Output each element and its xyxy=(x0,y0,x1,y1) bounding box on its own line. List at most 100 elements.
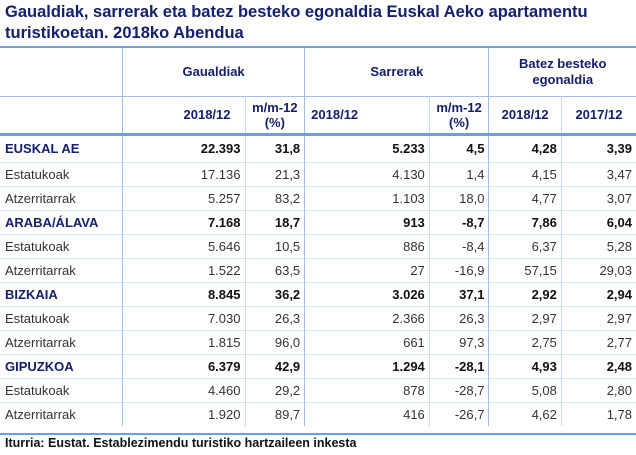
row-label: Estatukoak xyxy=(0,233,123,258)
cell-value: -8,7 xyxy=(428,209,489,234)
cell-value: 3.026 xyxy=(304,281,430,306)
cell-value: 63,5 xyxy=(244,257,305,282)
cell-value: 878 xyxy=(304,377,430,402)
row-label: GIPUZKOA xyxy=(0,353,123,378)
header-blank-sub xyxy=(0,96,123,134)
cell-value: 4,77 xyxy=(488,185,562,210)
region-row: EUSKAL AE 22.393 31,8 5.233 4,5 4,28 3,39 xyxy=(0,134,636,162)
cell-value: 1.815 xyxy=(122,329,245,354)
bottom-rule xyxy=(0,433,636,435)
cell-value: 6,04 xyxy=(560,209,636,234)
row-label: Atzerritarrak xyxy=(0,185,123,210)
row-label: ARABA/ÁLAVA xyxy=(0,209,123,234)
cell-value: 26,3 xyxy=(428,305,489,330)
cell-value: 7.168 xyxy=(122,209,245,234)
subgroup-row: Estatukoak 17.136 21,3 4.130 1,4 4,15 3,47 xyxy=(0,161,636,186)
cell-value: 4.130 xyxy=(304,161,430,186)
cell-value: 6,37 xyxy=(488,233,562,258)
row-label: Atzerritarrak xyxy=(0,329,123,354)
cell-value: 5,08 xyxy=(488,377,562,402)
header-sub-egonaldia-2017: 2017/12 xyxy=(560,96,636,134)
cell-value: 6.379 xyxy=(122,353,245,378)
cell-value: 96,0 xyxy=(244,329,305,354)
cell-value: 4,5 xyxy=(428,134,489,162)
region-row: GIPUZKOA 6.379 42,9 1.294 -28,1 4,93 2,48 xyxy=(0,353,636,378)
cell-value: 17.136 xyxy=(122,161,245,186)
source-note: Iturria: Eustat. Establezimendu turistik… xyxy=(5,436,357,450)
subgroup-row: Estatukoak 7.030 26,3 2.366 26,3 2,97 2,97 xyxy=(0,305,636,330)
header-sub-gaualdiak-mm12: m/m-12 (%) xyxy=(244,96,305,134)
cell-value: -16,9 xyxy=(428,257,489,282)
cell-value: 37,1 xyxy=(428,281,489,306)
cell-value: 2,94 xyxy=(560,281,636,306)
cell-value: 21,3 xyxy=(244,161,305,186)
cell-value: 886 xyxy=(304,233,430,258)
cell-value: 5,28 xyxy=(560,233,636,258)
cell-value: 661 xyxy=(304,329,430,354)
header-sub-sarrerak-2018: 2018/12 xyxy=(304,96,430,134)
region-row: ARABA/ÁLAVA 7.168 18,7 913 -8,7 7,86 6,04 xyxy=(0,209,636,234)
cell-value: 4,15 xyxy=(488,161,562,186)
cell-value: 2,97 xyxy=(488,305,562,330)
subgroup-row: Atzerritarrak 1.815 96,0 661 97,3 2,75 2,77 xyxy=(0,329,636,354)
cell-value: 4,93 xyxy=(488,353,562,378)
cell-value: 1.920 xyxy=(122,401,245,426)
cell-value: 29,03 xyxy=(560,257,636,282)
cell-value: 27 xyxy=(304,257,430,282)
cell-value: 7,86 xyxy=(488,209,562,234)
table-title: Gaualdiak, sarrerak eta batez besteko eg… xyxy=(5,3,588,42)
cell-value: 36,2 xyxy=(244,281,305,306)
subgroup-row: Estatukoak 5.646 10,5 886 -8,4 6,37 5,28 xyxy=(0,233,636,258)
header-sub-sarrerak-mm12: m/m-12 (%) xyxy=(428,96,489,134)
row-label: Estatukoak xyxy=(0,377,123,402)
subgroup-row: Estatukoak 4.460 29,2 878 -28,7 5,08 2,80 xyxy=(0,377,636,402)
cell-value: -28,1 xyxy=(428,353,489,378)
cell-value: 2,48 xyxy=(560,353,636,378)
header-egonaldia: Batez besteko egonaldia xyxy=(488,46,636,96)
cell-value: 97,3 xyxy=(428,329,489,354)
cell-value: 89,7 xyxy=(244,401,305,426)
cell-value: 26,3 xyxy=(244,305,305,330)
row-label: Estatukoak xyxy=(0,161,123,186)
cell-value: 1,78 xyxy=(560,401,636,426)
cell-value: 2,97 xyxy=(560,305,636,330)
cell-value: 57,15 xyxy=(488,257,562,282)
cell-value: 18,0 xyxy=(428,185,489,210)
cell-value: 1.522 xyxy=(122,257,245,282)
cell-value: 5.233 xyxy=(304,134,430,162)
cell-value: 3,39 xyxy=(560,134,636,162)
cell-value: 2,80 xyxy=(560,377,636,402)
header-sarrerak: Sarrerak xyxy=(304,46,489,96)
cell-value: 29,2 xyxy=(244,377,305,402)
table-body: EUSKAL AE 22.393 31,8 5.233 4,5 4,28 3,39 Estat… xyxy=(0,134,636,426)
cell-value: 1.294 xyxy=(304,353,430,378)
statistics-table: Gaualdiak Sarrerak Batez besteko egonald… xyxy=(0,46,636,426)
cell-value: -26,7 xyxy=(428,401,489,426)
cell-value: 7.030 xyxy=(122,305,245,330)
cell-value: 3,07 xyxy=(560,185,636,210)
cell-value: 2,75 xyxy=(488,329,562,354)
cell-value: 1,4 xyxy=(428,161,489,186)
cell-value: 3,47 xyxy=(560,161,636,186)
cell-value: 22.393 xyxy=(122,134,245,162)
cell-value: -28,7 xyxy=(428,377,489,402)
cell-value: 2.366 xyxy=(304,305,430,330)
row-label: BIZKAIA xyxy=(0,281,123,306)
cell-value: 8.845 xyxy=(122,281,245,306)
header-sub-egonaldia-2018: 2018/12 xyxy=(488,96,562,134)
cell-value: 4.460 xyxy=(122,377,245,402)
cell-value: 5.646 xyxy=(122,233,245,258)
row-label: Estatukoak xyxy=(0,305,123,330)
subgroup-row: Atzerritarrak 5.257 83,2 1.103 18,0 4,77 3,07 xyxy=(0,185,636,210)
cell-value: 2,92 xyxy=(488,281,562,306)
cell-value: 5.257 xyxy=(122,185,245,210)
cell-value: 18,7 xyxy=(244,209,305,234)
header-blank xyxy=(0,46,123,96)
cell-value: 42,9 xyxy=(244,353,305,378)
row-label: EUSKAL AE xyxy=(5,141,80,156)
header-sub-gaualdiak-2018: 2018/12 xyxy=(122,96,245,134)
region-row: BIZKAIA 8.845 36,2 3.026 37,1 2,92 2,94 xyxy=(0,281,636,306)
cell-value: 4,28 xyxy=(488,134,562,162)
cell-value: 913 xyxy=(304,209,430,234)
cell-value: -8,4 xyxy=(428,233,489,258)
